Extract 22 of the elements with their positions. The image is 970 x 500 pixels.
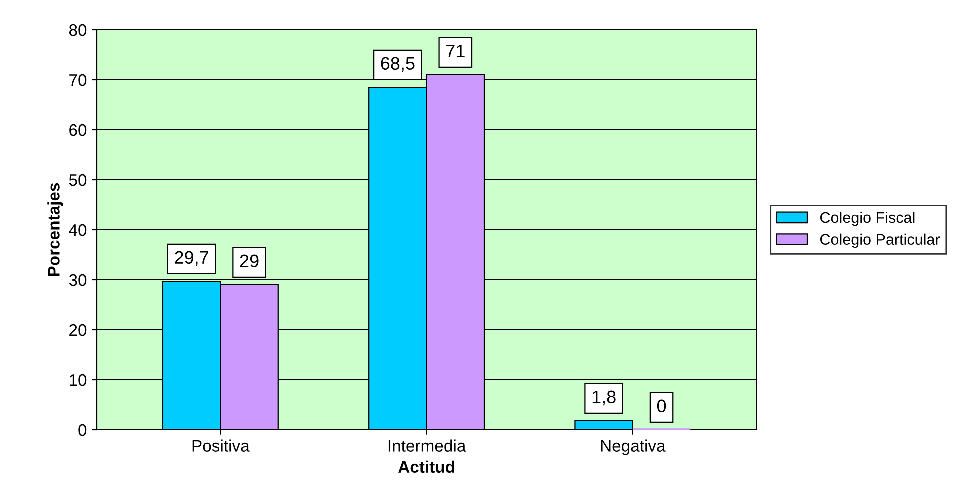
- y-axis-title: Porcentajes: [48, 183, 64, 276]
- data-label: 29: [240, 254, 259, 268]
- data-label: 68,5: [381, 57, 415, 72]
- data-label: 71: [446, 44, 465, 58]
- y-tick-label: 50: [69, 174, 87, 186]
- y-tick-label: 30: [69, 274, 87, 286]
- x-tick-label: Negativa: [601, 440, 666, 456]
- legend-label: Colegio Particular: [820, 234, 940, 248]
- y-tick-label: 0: [78, 424, 87, 436]
- legend-label: Colegio Fiscal: [820, 212, 915, 226]
- x-axis-title: Actitud: [398, 460, 454, 474]
- y-tick-label: 20: [70, 324, 87, 336]
- data-label: 1,8: [592, 390, 616, 406]
- data-label: 0: [657, 400, 666, 413]
- x-tick-label: Intermedia: [388, 440, 466, 452]
- data-label: 29,7: [175, 251, 208, 266]
- y-tick-label: 60: [70, 124, 87, 136]
- y-tick-label: 70: [70, 74, 87, 86]
- y-tick-label: 40: [69, 224, 87, 236]
- y-tick-label: 80: [69, 24, 87, 36]
- x-tick-label: Positiva: [192, 440, 250, 452]
- y-tick-label: 10: [70, 374, 87, 386]
